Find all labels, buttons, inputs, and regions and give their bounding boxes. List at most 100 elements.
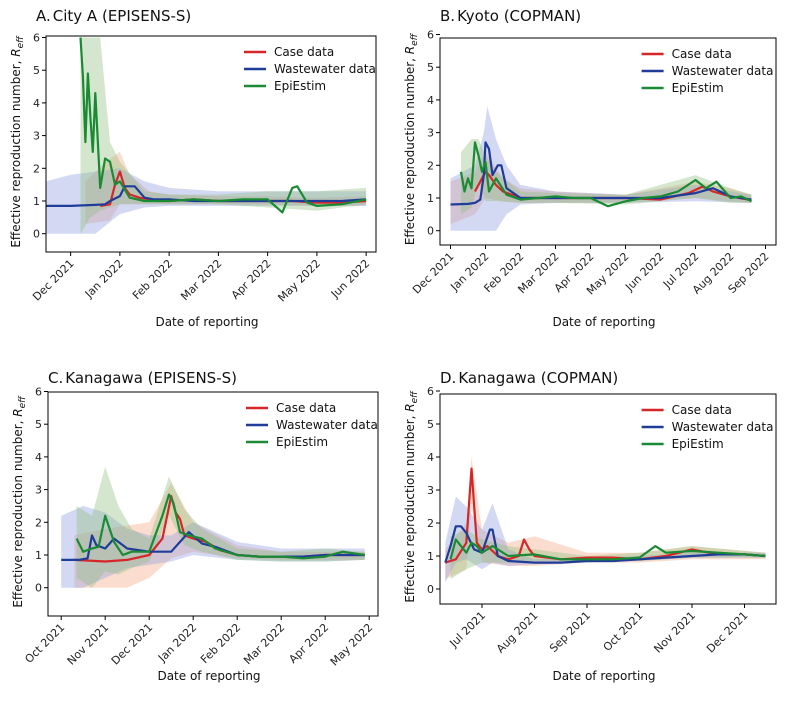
x-tick-label: Apr 2022 xyxy=(286,621,331,666)
series-line-epiestim xyxy=(449,538,766,561)
ci-band-wastewater xyxy=(445,496,766,583)
y-axis-label: Effective reproduction number, Reff xyxy=(403,390,420,603)
x-tick-label: Jun 2022 xyxy=(328,257,372,301)
x-axis-label: Date of reporting xyxy=(155,315,258,329)
x-tick-label: Feb 2022 xyxy=(198,621,243,666)
x-tick-label: Jan 2022 xyxy=(155,621,199,665)
legend: Case data Wastewater data EpiEstim xyxy=(641,403,774,451)
series-line-wastewater xyxy=(450,141,752,206)
x-tick-label: May 2022 xyxy=(275,257,323,305)
y-tick-label: 0 xyxy=(427,225,434,238)
plot-frame xyxy=(439,393,777,605)
x-tick-label: Dec 2021 xyxy=(30,257,77,304)
y-tick-label: 3 xyxy=(33,130,40,143)
x-tick-label: Oct 2021 xyxy=(601,609,646,654)
panel-letter: A. xyxy=(36,7,51,25)
panel-letter: D. xyxy=(440,369,456,387)
x-tick-label: Dec 2021 xyxy=(410,250,457,297)
panel-title-text: Kanagawa (COPMAN) xyxy=(458,369,618,387)
plot-frame xyxy=(47,391,379,617)
x-tick-label: Sep 2021 xyxy=(547,609,593,655)
panel-letter: B. xyxy=(440,7,455,25)
y-tick-label: 4 xyxy=(427,94,434,107)
x-tick-label: Dec 2021 xyxy=(109,621,156,668)
series-line-wastewater xyxy=(444,525,766,564)
legend-label-epiestim: EpiEstim xyxy=(672,437,724,451)
y-tick-label: 2 xyxy=(33,162,40,175)
series-line-wastewater xyxy=(46,185,367,207)
panel-title-text: Kyoto (COPMAN) xyxy=(457,7,581,25)
y-tick-label: 2 xyxy=(35,516,42,529)
x-tick-label: Jul 2021 xyxy=(447,609,489,651)
panel-title-text: City A (EPISENS-S) xyxy=(53,7,192,25)
series-line-epiestim xyxy=(459,141,752,208)
ci-band-epiestim xyxy=(76,466,365,588)
y-tick-label: 2 xyxy=(427,159,434,172)
x-axis-label: Date of reporting xyxy=(552,669,655,683)
ci-band-case xyxy=(450,152,752,225)
plot-area xyxy=(46,37,367,234)
y-tick-label: 6 xyxy=(35,386,42,399)
plot-area xyxy=(61,466,365,588)
legend: Case data Wastewater data EpiEstim xyxy=(244,45,376,93)
x-tick-label: Aug 2021 xyxy=(494,609,541,656)
y-axis-label: Effective reproduction number, Reff xyxy=(403,32,420,245)
legend-label-epiestim: EpiEstim xyxy=(672,81,724,95)
y-tick-label: 1 xyxy=(33,195,40,208)
legend-label-wastewater: Wastewater data xyxy=(276,418,378,432)
x-tick-label: Nov 2021 xyxy=(651,609,698,656)
panel-a: A. City A (EPISENS-S) 0 1 2 3 4 5 6 Dec 2021 Jan 2… xyxy=(9,7,377,329)
x-tick-label: May 2022 xyxy=(328,621,376,669)
y-tick-label: 4 xyxy=(33,97,40,110)
legend-label-case: Case data xyxy=(274,45,334,59)
legend-label-epiestim: EpiEstim xyxy=(276,435,328,449)
y-tick-label: 1 xyxy=(427,550,434,563)
legend-label-epiestim: EpiEstim xyxy=(274,79,326,93)
legend-label-wastewater: Wastewater data xyxy=(672,420,774,434)
y-tick-label: 0 xyxy=(35,582,42,595)
x-tick-label: Apr 2022 xyxy=(229,257,274,302)
y-tick-label: 5 xyxy=(35,418,42,431)
y-tick-label: 1 xyxy=(35,549,42,562)
x-tick-label: Feb 2022 xyxy=(130,257,175,302)
y-tick-label: 3 xyxy=(427,127,434,140)
x-axis-label: Date of reporting xyxy=(552,315,655,329)
y-tick-label: 3 xyxy=(35,484,42,497)
plot-frame xyxy=(439,37,777,246)
legend-label-case: Case data xyxy=(672,403,732,417)
x-tick-label: Oct 2021 xyxy=(22,621,67,666)
panel-c: C. Kanagawa (EPISENS-S) 0 1 2 3 4 5 6 Oct 2021Nov… xyxy=(11,369,379,683)
y-tick-label: 0 xyxy=(33,228,40,241)
ci-band-epiestim xyxy=(80,37,367,234)
x-tick-label: Dec 2021 xyxy=(704,609,751,656)
series-line-epiestim xyxy=(75,493,365,560)
x-tick-label: Mar 2022 xyxy=(178,257,224,303)
plot-frame xyxy=(45,35,377,253)
y-tick-label: 5 xyxy=(33,64,40,77)
y-tick-label: 5 xyxy=(427,61,434,74)
x-tick-label: Nov 2021 xyxy=(65,621,112,668)
series-line-epiestim xyxy=(79,37,367,214)
y-tick-label: 2 xyxy=(427,517,434,530)
ci-band-case xyxy=(445,457,766,580)
y-tick-label: 4 xyxy=(35,451,42,464)
series-line-wastewater xyxy=(61,531,365,561)
panel-d: D. Kanagawa (COPMAN) 0 1 2 3 4 5 6 Jul 2021 Aug 20… xyxy=(403,369,777,683)
y-tick-label: 6 xyxy=(427,385,434,398)
legend-label-case: Case data xyxy=(276,401,336,415)
panel-title: A. City A (EPISENS-S) xyxy=(36,7,191,25)
panel-letter: C. xyxy=(48,369,63,387)
y-tick-label: 3 xyxy=(427,484,434,497)
ci-band-case xyxy=(74,483,365,588)
panel-title: C. Kanagawa (EPISENS-S) xyxy=(48,369,237,387)
plot-area xyxy=(444,457,766,583)
legend: Case data Wastewater data EpiEstim xyxy=(246,401,378,449)
y-tick-label: 6 xyxy=(427,29,434,42)
legend-label-wastewater: Wastewater data xyxy=(274,62,376,76)
panel-title-text: Kanagawa (EPISENS-S) xyxy=(65,369,237,387)
y-tick-label: 0 xyxy=(427,583,434,596)
x-tick-label: Mar 2022 xyxy=(241,621,287,667)
legend-label-wastewater: Wastewater data xyxy=(672,64,774,78)
